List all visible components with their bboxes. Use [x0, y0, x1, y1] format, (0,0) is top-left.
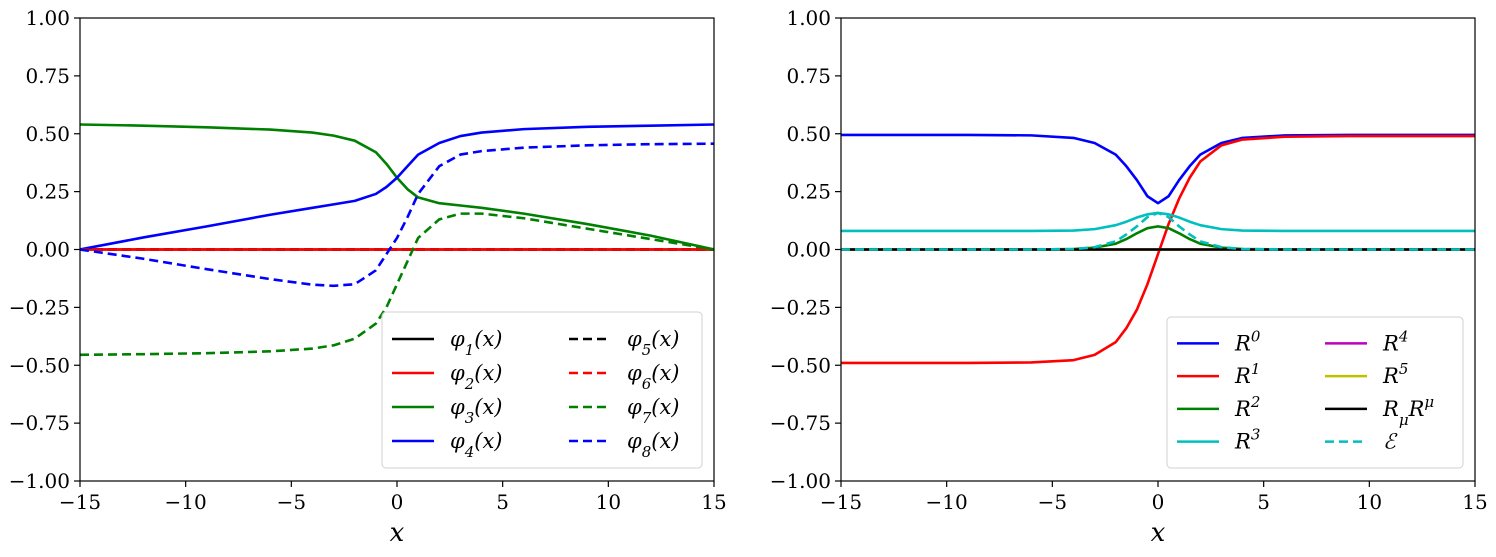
left-chart-panel: −15 −10 −5 0 5 10 15 −1.00 −0.75 −0.50 −0.25 0.00 0.…: [9, 6, 727, 548]
x-tick-label: 10: [1357, 490, 1382, 514]
x-tick-label: −15: [820, 490, 862, 514]
series-line-2: [841, 134, 1475, 365]
x-tick-label: 10: [596, 490, 621, 514]
x-axis-label: x: [1151, 518, 1166, 548]
y-tick-label: −0.75: [770, 411, 831, 435]
x-tick-label: 15: [1462, 490, 1487, 514]
right-chart-panel: −15 −10 −5 0 5 10 15 −1.00 −0.75 −0.50 −0.25 0.00 0.…: [770, 6, 1488, 548]
legend-item: R1: [1177, 360, 1260, 388]
legend-box: [381, 311, 703, 469]
series-line-4: [841, 211, 1475, 233]
y-tick-label: 0.25: [786, 180, 831, 204]
x-tick-label: 0: [391, 490, 404, 514]
legend-label: φ4(x): [450, 429, 503, 461]
y-tick-label: 0.50: [786, 122, 831, 146]
legend-item: RμRμ: [1325, 393, 1434, 429]
legend-item: R4: [1325, 327, 1408, 355]
legend-item: φ4(x): [392, 429, 503, 461]
x-axis-label: x: [390, 518, 405, 548]
legend-item: φ2(x): [392, 361, 503, 393]
legend-label: R2: [1234, 393, 1260, 421]
y-tick-label: 0.00: [786, 238, 831, 262]
y-tick-label: 0.25: [25, 180, 70, 204]
legend-label: φ8(x): [627, 429, 680, 461]
x-tick-label: −5: [1038, 490, 1067, 514]
legend-label: R4: [1382, 327, 1408, 355]
legend-item: φ6(x): [569, 361, 680, 393]
x-tick-label: 0: [1152, 490, 1165, 514]
series-lines: [841, 133, 1475, 365]
legend-label: RμRμ: [1382, 393, 1434, 429]
y-tick-label: −0.75: [9, 411, 70, 435]
series-line-7: [80, 212, 714, 357]
series-lines: [80, 123, 714, 357]
y-tick-label: −1.00: [770, 469, 831, 493]
y-tick-label: 0.75: [25, 64, 70, 88]
legend-label: φ2(x): [450, 361, 503, 393]
y-tick-label: −0.50: [9, 353, 70, 377]
series-line-4: [80, 123, 714, 251]
series-line-8: [841, 211, 1475, 251]
x-tick-label: 15: [701, 490, 726, 514]
series-line-1: [841, 133, 1475, 205]
legend-label: R3: [1234, 426, 1260, 454]
y-tick-label: 0.50: [25, 122, 70, 146]
y-tick-label: −0.25: [770, 295, 831, 319]
x-tick-label: 5: [1257, 490, 1270, 514]
y-tick-label: 0.00: [25, 238, 70, 262]
legend-item: R5: [1325, 360, 1408, 388]
legend-label: R1: [1234, 360, 1260, 388]
y-tick-label: 1.00: [25, 6, 70, 30]
y-tick-label: 1.00: [786, 6, 831, 30]
y-tick-label: 0.75: [786, 64, 831, 88]
x-tick-label: −10: [165, 490, 207, 514]
legend-label: φ5(x): [627, 327, 680, 359]
legend-label: φ6(x): [627, 361, 680, 393]
legend-item: ℰ: [1325, 430, 1398, 454]
legend-item: φ3(x): [392, 395, 503, 427]
y-tick-label: −0.25: [9, 295, 70, 319]
legend-label: φ1(x): [450, 327, 503, 359]
legend-item: R3: [1177, 426, 1260, 454]
legend-label: R0: [1234, 327, 1261, 355]
x-tick-label: −10: [926, 490, 968, 514]
legend-label: φ7(x): [627, 395, 680, 427]
legend-item: R0: [1177, 327, 1261, 355]
legend-box: [1166, 316, 1464, 469]
legend-label: R5: [1382, 360, 1408, 388]
series-line-8: [80, 142, 714, 288]
x-tick-label: 5: [496, 490, 509, 514]
y-tick-label: −1.00: [9, 469, 70, 493]
legend-item: φ8(x): [569, 429, 680, 461]
legend-item: φ5(x): [569, 327, 680, 359]
x-tick-label: −15: [59, 490, 101, 514]
legend-item: φ7(x): [569, 395, 680, 427]
legend-item: φ1(x): [392, 327, 503, 359]
legend-label: φ3(x): [450, 395, 503, 427]
x-tick-label: −5: [277, 490, 306, 514]
legend-label: ℰ: [1383, 430, 1398, 454]
y-tick-label: −0.50: [770, 353, 831, 377]
legend: φ1(x)φ2(x)φ3(x)φ4(x) φ5(x)φ6(x)φ7(x)φ8(x): [381, 311, 703, 469]
legend-item: R2: [1177, 393, 1260, 421]
